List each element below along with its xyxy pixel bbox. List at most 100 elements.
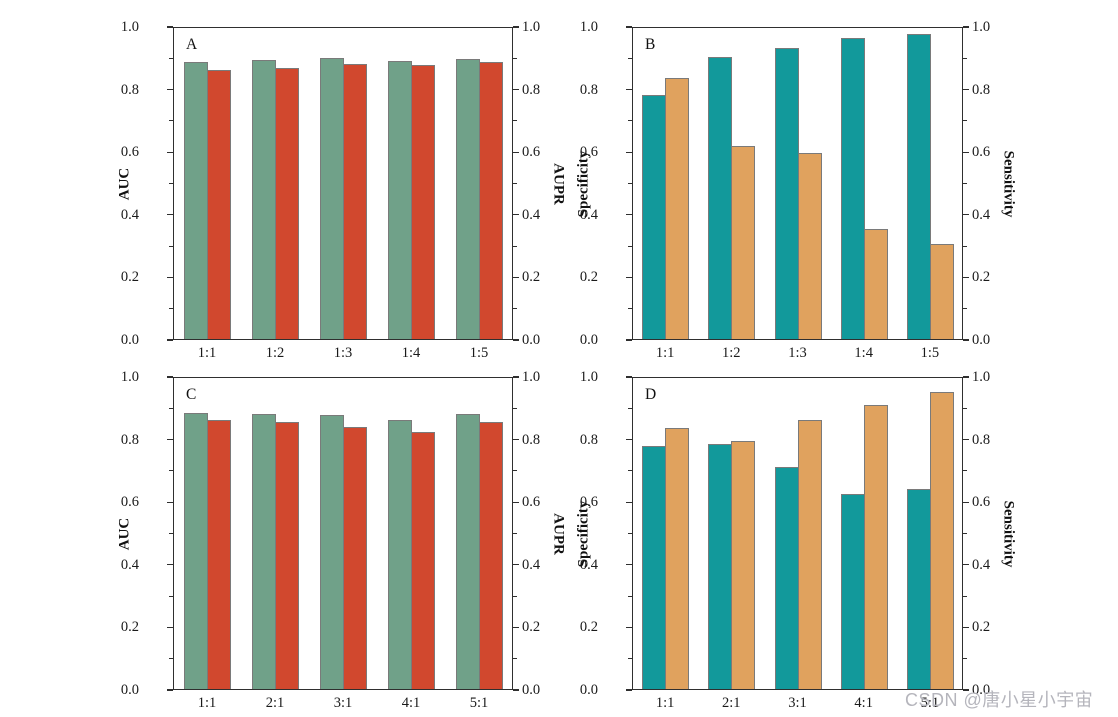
y-tick-label-B-left-1.0: 1.0 bbox=[579, 18, 598, 35]
y-minor-tick-B bbox=[963, 57, 967, 59]
y-tick-B-left-0.8 bbox=[626, 88, 632, 91]
y-minor-tick-B bbox=[628, 182, 632, 185]
y-tick-label-C-left-0.0: 0.0 bbox=[120, 681, 139, 698]
bar-Sensitivity-1:5 bbox=[929, 243, 954, 339]
y-tick-C-left-0.8 bbox=[167, 438, 173, 441]
y-minor-tick-B bbox=[628, 245, 632, 247]
y-axis-title-left-A: AUC bbox=[116, 167, 133, 200]
y-minor-tick-A bbox=[513, 308, 517, 310]
y-axis-title-left-D: Specificity bbox=[575, 500, 592, 567]
y-axis-title-right-D: Sensitivity bbox=[1000, 500, 1017, 567]
y-tick-label-B-left-0.0: 0.0 bbox=[579, 331, 598, 348]
y-tick-label-A-right-0.4: 0.4 bbox=[522, 206, 541, 223]
y-minor-tick-D bbox=[963, 595, 967, 597]
y-tick-A-left-1.0 bbox=[167, 26, 173, 28]
bar-Specificity-1:4 bbox=[840, 37, 865, 339]
bar-Specificity-1:3 bbox=[774, 47, 799, 339]
y-tick-D-right-0.4 bbox=[963, 564, 969, 566]
y-tick-C-right-0.8 bbox=[513, 438, 519, 441]
bar-AUC-5:1 bbox=[456, 413, 480, 689]
y-tick-label-A-right-0.2: 0.2 bbox=[522, 269, 541, 286]
bar-AUPR-1:3 bbox=[343, 63, 367, 339]
y-tick-label-C-left-1.0: 1.0 bbox=[120, 368, 139, 385]
y-minor-tick-B bbox=[963, 120, 967, 122]
y-minor-tick-D bbox=[628, 407, 632, 409]
y-tick-label-C-right-1.0: 1.0 bbox=[522, 368, 541, 385]
y-tick-A-right-0.0 bbox=[513, 339, 519, 341]
y-minor-tick-A bbox=[513, 182, 517, 185]
y-tick-label-D-right-0.0: 0.0 bbox=[972, 681, 991, 698]
y-tick-label-B-left-0.8: 0.8 bbox=[579, 81, 598, 98]
y-tick-A-right-0.2 bbox=[513, 276, 519, 279]
bar-Specificity-3:1 bbox=[774, 466, 799, 689]
y-tick-label-C-left-0.8: 0.8 bbox=[120, 431, 139, 448]
y-axis-title-right-B: Sensitivity bbox=[1000, 150, 1017, 217]
y-tick-label-A-right-0.6: 0.6 bbox=[522, 143, 541, 160]
bar-AUC-1:4 bbox=[388, 61, 412, 339]
y-minor-tick-C bbox=[169, 595, 173, 597]
y-tick-label-D-right-0.2: 0.2 bbox=[972, 619, 991, 636]
csdn-watermark: CSDN @唐小星小宇宙 bbox=[905, 690, 1094, 710]
y-minor-tick-D bbox=[628, 595, 632, 597]
y-tick-D-left-0.6 bbox=[626, 501, 632, 503]
y-tick-A-right-0.4 bbox=[513, 214, 519, 216]
y-minor-tick-B bbox=[628, 57, 632, 59]
bar-Specificity-1:1 bbox=[642, 445, 667, 689]
y-tick-label-B-left-0.2: 0.2 bbox=[579, 269, 598, 286]
y-tick-C-right-0.0 bbox=[513, 689, 519, 691]
y-tick-label-D-right-0.6: 0.6 bbox=[972, 493, 991, 510]
y-minor-tick-A bbox=[513, 245, 517, 247]
y-tick-label-C-right-0.4: 0.4 bbox=[522, 556, 541, 573]
y-minor-tick-D bbox=[963, 470, 967, 472]
y-tick-label-C-left-0.6: 0.6 bbox=[120, 493, 139, 510]
y-tick-B-right-0.4 bbox=[963, 214, 969, 216]
x-tick-label-D-1:1: 1:1 bbox=[655, 695, 675, 711]
y-minor-tick-C bbox=[513, 595, 517, 597]
y-tick-C-right-0.4 bbox=[513, 564, 519, 566]
y-tick-B-right-1.0 bbox=[963, 26, 969, 28]
y-tick-B-right-0.2 bbox=[963, 276, 969, 279]
y-tick-label-B-right-1.0: 1.0 bbox=[972, 18, 991, 35]
y-tick-B-left-1.0 bbox=[626, 26, 632, 28]
y-minor-tick-A bbox=[513, 57, 517, 59]
bar-AUC-3:1 bbox=[320, 415, 344, 689]
y-tick-label-B-right-0.0: 0.0 bbox=[972, 331, 991, 348]
y-tick-B-left-0.0 bbox=[626, 339, 632, 341]
bar-AUC-2:1 bbox=[252, 414, 276, 689]
x-tick-label-C-4:1: 4:1 bbox=[401, 695, 421, 711]
plot-area-C bbox=[173, 377, 513, 690]
x-tick-label-D-2:1: 2:1 bbox=[722, 695, 741, 711]
y-minor-tick-A bbox=[169, 182, 173, 185]
panel-letter-B: B bbox=[645, 36, 656, 53]
y-tick-D-right-0.2 bbox=[963, 626, 969, 629]
y-tick-label-A-left-0.0: 0.0 bbox=[120, 331, 139, 348]
y-tick-D-left-0.2 bbox=[626, 626, 632, 629]
y-tick-label-B-left-0.4: 0.4 bbox=[579, 206, 598, 223]
y-minor-tick-B bbox=[963, 308, 967, 310]
y-tick-label-A-left-0.8: 0.8 bbox=[120, 81, 139, 98]
y-tick-C-right-0.2 bbox=[513, 626, 519, 629]
bar-Sensitivity-1:2 bbox=[731, 145, 756, 339]
plot-area-A bbox=[173, 27, 513, 340]
y-minor-tick-D bbox=[963, 658, 967, 660]
y-tick-A-left-0.0 bbox=[167, 339, 173, 341]
bar-AUPR-1:1 bbox=[207, 69, 231, 339]
y-minor-tick-D bbox=[628, 532, 632, 535]
y-tick-label-C-left-0.4: 0.4 bbox=[120, 556, 139, 573]
y-tick-A-right-1.0 bbox=[513, 26, 519, 28]
y-tick-A-left-0.8 bbox=[167, 88, 173, 91]
y-tick-label-C-left-0.2: 0.2 bbox=[120, 619, 139, 636]
y-tick-B-left-0.2 bbox=[626, 276, 632, 279]
y-tick-C-left-0.0 bbox=[167, 689, 173, 691]
y-minor-tick-D bbox=[963, 532, 967, 535]
bar-Sensitivity-2:1 bbox=[731, 441, 756, 689]
plot-area-B bbox=[632, 27, 963, 340]
y-minor-tick-C bbox=[169, 407, 173, 409]
bar-AUC-1:2 bbox=[252, 59, 276, 339]
y-tick-label-A-left-0.6: 0.6 bbox=[120, 143, 139, 160]
y-tick-label-D-left-0.2: 0.2 bbox=[579, 619, 598, 636]
x-tick-label-C-5:1: 5:1 bbox=[469, 695, 489, 711]
x-tick-label-B-1:5: 1:5 bbox=[920, 345, 940, 361]
x-tick-label-B-1:4: 1:4 bbox=[854, 345, 873, 361]
y-minor-tick-C bbox=[513, 532, 517, 535]
